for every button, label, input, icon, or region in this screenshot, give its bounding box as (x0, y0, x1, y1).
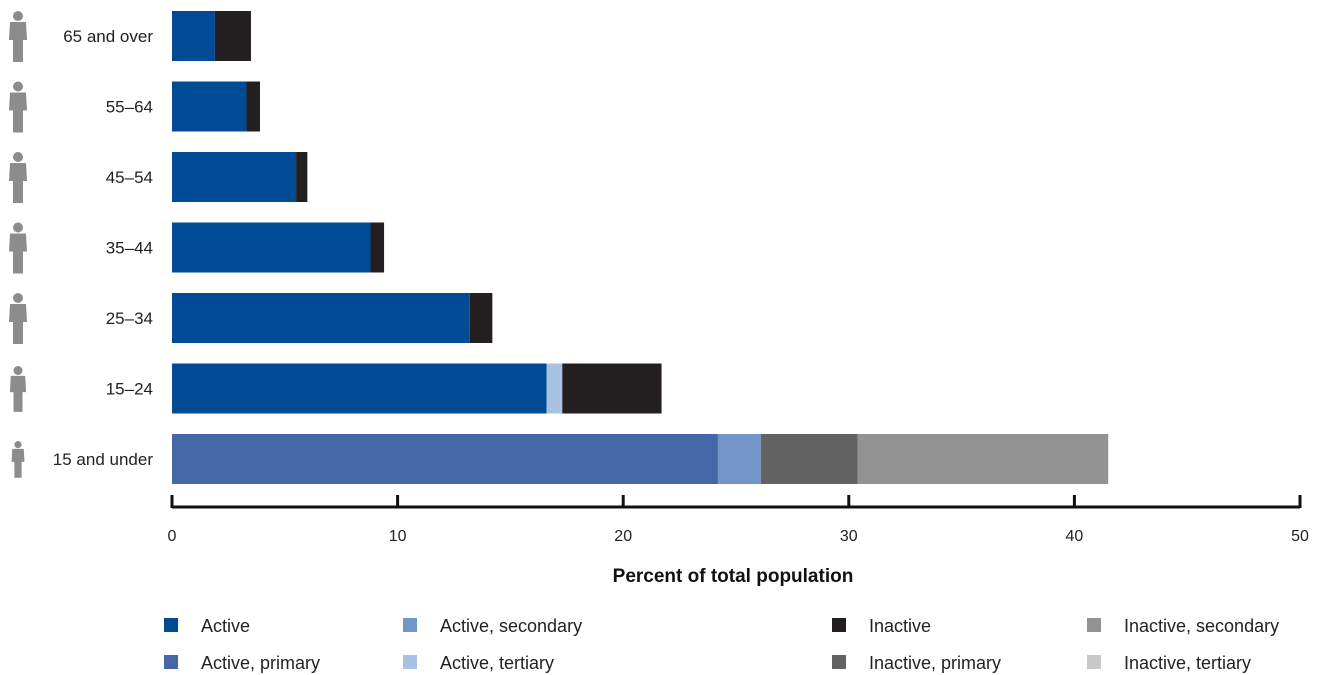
category-label: 15–24 (106, 380, 153, 399)
category-label: 55–64 (106, 98, 153, 117)
x-axis: 0 10 20 30 40 50 (168, 495, 1309, 545)
legend-item-active-primary: Active, primary (164, 653, 320, 673)
bar-active-tertiary (546, 363, 563, 414)
elder-person-icon (9, 11, 27, 62)
legend-swatch (832, 618, 846, 632)
legend-swatch (832, 655, 846, 669)
legend-item-inactive-secondary: Inactive, secondary (1087, 616, 1279, 636)
category-icons (9, 11, 27, 478)
bar-inactive (370, 222, 385, 273)
legend-swatch (164, 655, 178, 669)
bar-inactive (562, 363, 662, 414)
legend-label: Active, tertiary (440, 653, 554, 673)
category-labels: 65 and over 55–64 45–54 35–44 25–34 15–24 15 a… (53, 27, 154, 469)
legend-swatch (403, 618, 417, 632)
category-label: 65 and over (63, 27, 153, 46)
legend-label: Inactive, secondary (1124, 616, 1279, 636)
youth-person-icon (9, 366, 27, 412)
legend-label: Inactive, primary (869, 653, 1001, 673)
x-tick-label: 40 (1066, 528, 1084, 545)
x-axis-title: Percent of total population (613, 566, 854, 587)
bar-inactive (246, 81, 260, 132)
legend-label: Inactive (869, 616, 931, 636)
category-label: 15 and under (53, 450, 154, 469)
legend: Active Active, secondary Inactive Inactive,… (164, 616, 1279, 673)
bar-inactive-primary (760, 434, 858, 484)
bar-active (172, 81, 247, 132)
x-tick-label: 0 (168, 528, 177, 545)
legend-item-inactive: Inactive (832, 616, 931, 636)
legend-label: Active (201, 616, 250, 636)
bar-active (172, 222, 371, 273)
category-label: 45–54 (106, 168, 153, 187)
bar-active-primary (172, 434, 718, 484)
x-tick-label: 30 (840, 528, 858, 545)
bar-inactive (296, 152, 308, 202)
category-label: 25–34 (106, 309, 153, 328)
bar-active (172, 293, 470, 343)
bar-active-secondary (717, 434, 761, 484)
legend-label: Inactive, tertiary (1124, 653, 1251, 673)
bars (172, 11, 1109, 484)
bar-inactive-secondary (857, 434, 1109, 484)
bar-active (172, 152, 297, 202)
bar-active (172, 11, 215, 61)
legend-item-inactive-tertiary: Inactive, tertiary (1087, 653, 1251, 673)
legend-item-active-tertiary: Active, tertiary (403, 653, 554, 673)
x-tick-label: 50 (1291, 528, 1309, 545)
category-label: 35–44 (106, 239, 153, 258)
person-icon (9, 222, 27, 274)
person-icon (9, 81, 27, 133)
x-tick-label: 20 (614, 528, 632, 545)
bar-inactive (214, 11, 251, 61)
x-tick-label: 10 (389, 528, 407, 545)
legend-swatch (164, 618, 178, 632)
legend-item-active-secondary: Active, secondary (403, 616, 582, 636)
legend-label: Active, secondary (440, 616, 582, 636)
person-icon (9, 293, 27, 344)
legend-item-inactive-primary: Inactive, primary (832, 653, 1001, 673)
legend-swatch (1087, 655, 1101, 669)
legend-swatch (1087, 618, 1101, 632)
bar-active (172, 363, 547, 414)
bar-inactive (469, 293, 493, 343)
person-icon (9, 152, 27, 203)
child-person-icon (11, 441, 25, 478)
legend-label: Active, primary (201, 653, 320, 673)
legend-item-active: Active (164, 616, 250, 636)
legend-swatch (403, 655, 417, 669)
